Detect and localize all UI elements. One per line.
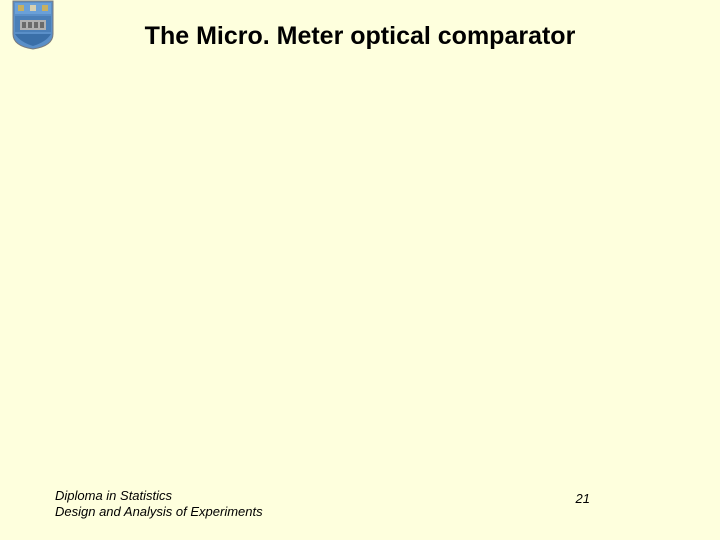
slide: The Micro. Meter optical comparator Dipl… — [0, 0, 720, 540]
slide-title: The Micro. Meter optical comparator — [0, 22, 720, 51]
footer-left: Diploma in Statistics Design and Analysi… — [55, 488, 263, 521]
page-number: 21 — [576, 491, 590, 506]
footer-line-1: Diploma in Statistics — [55, 488, 263, 504]
footer-line-2: Design and Analysis of Experiments — [55, 504, 263, 520]
